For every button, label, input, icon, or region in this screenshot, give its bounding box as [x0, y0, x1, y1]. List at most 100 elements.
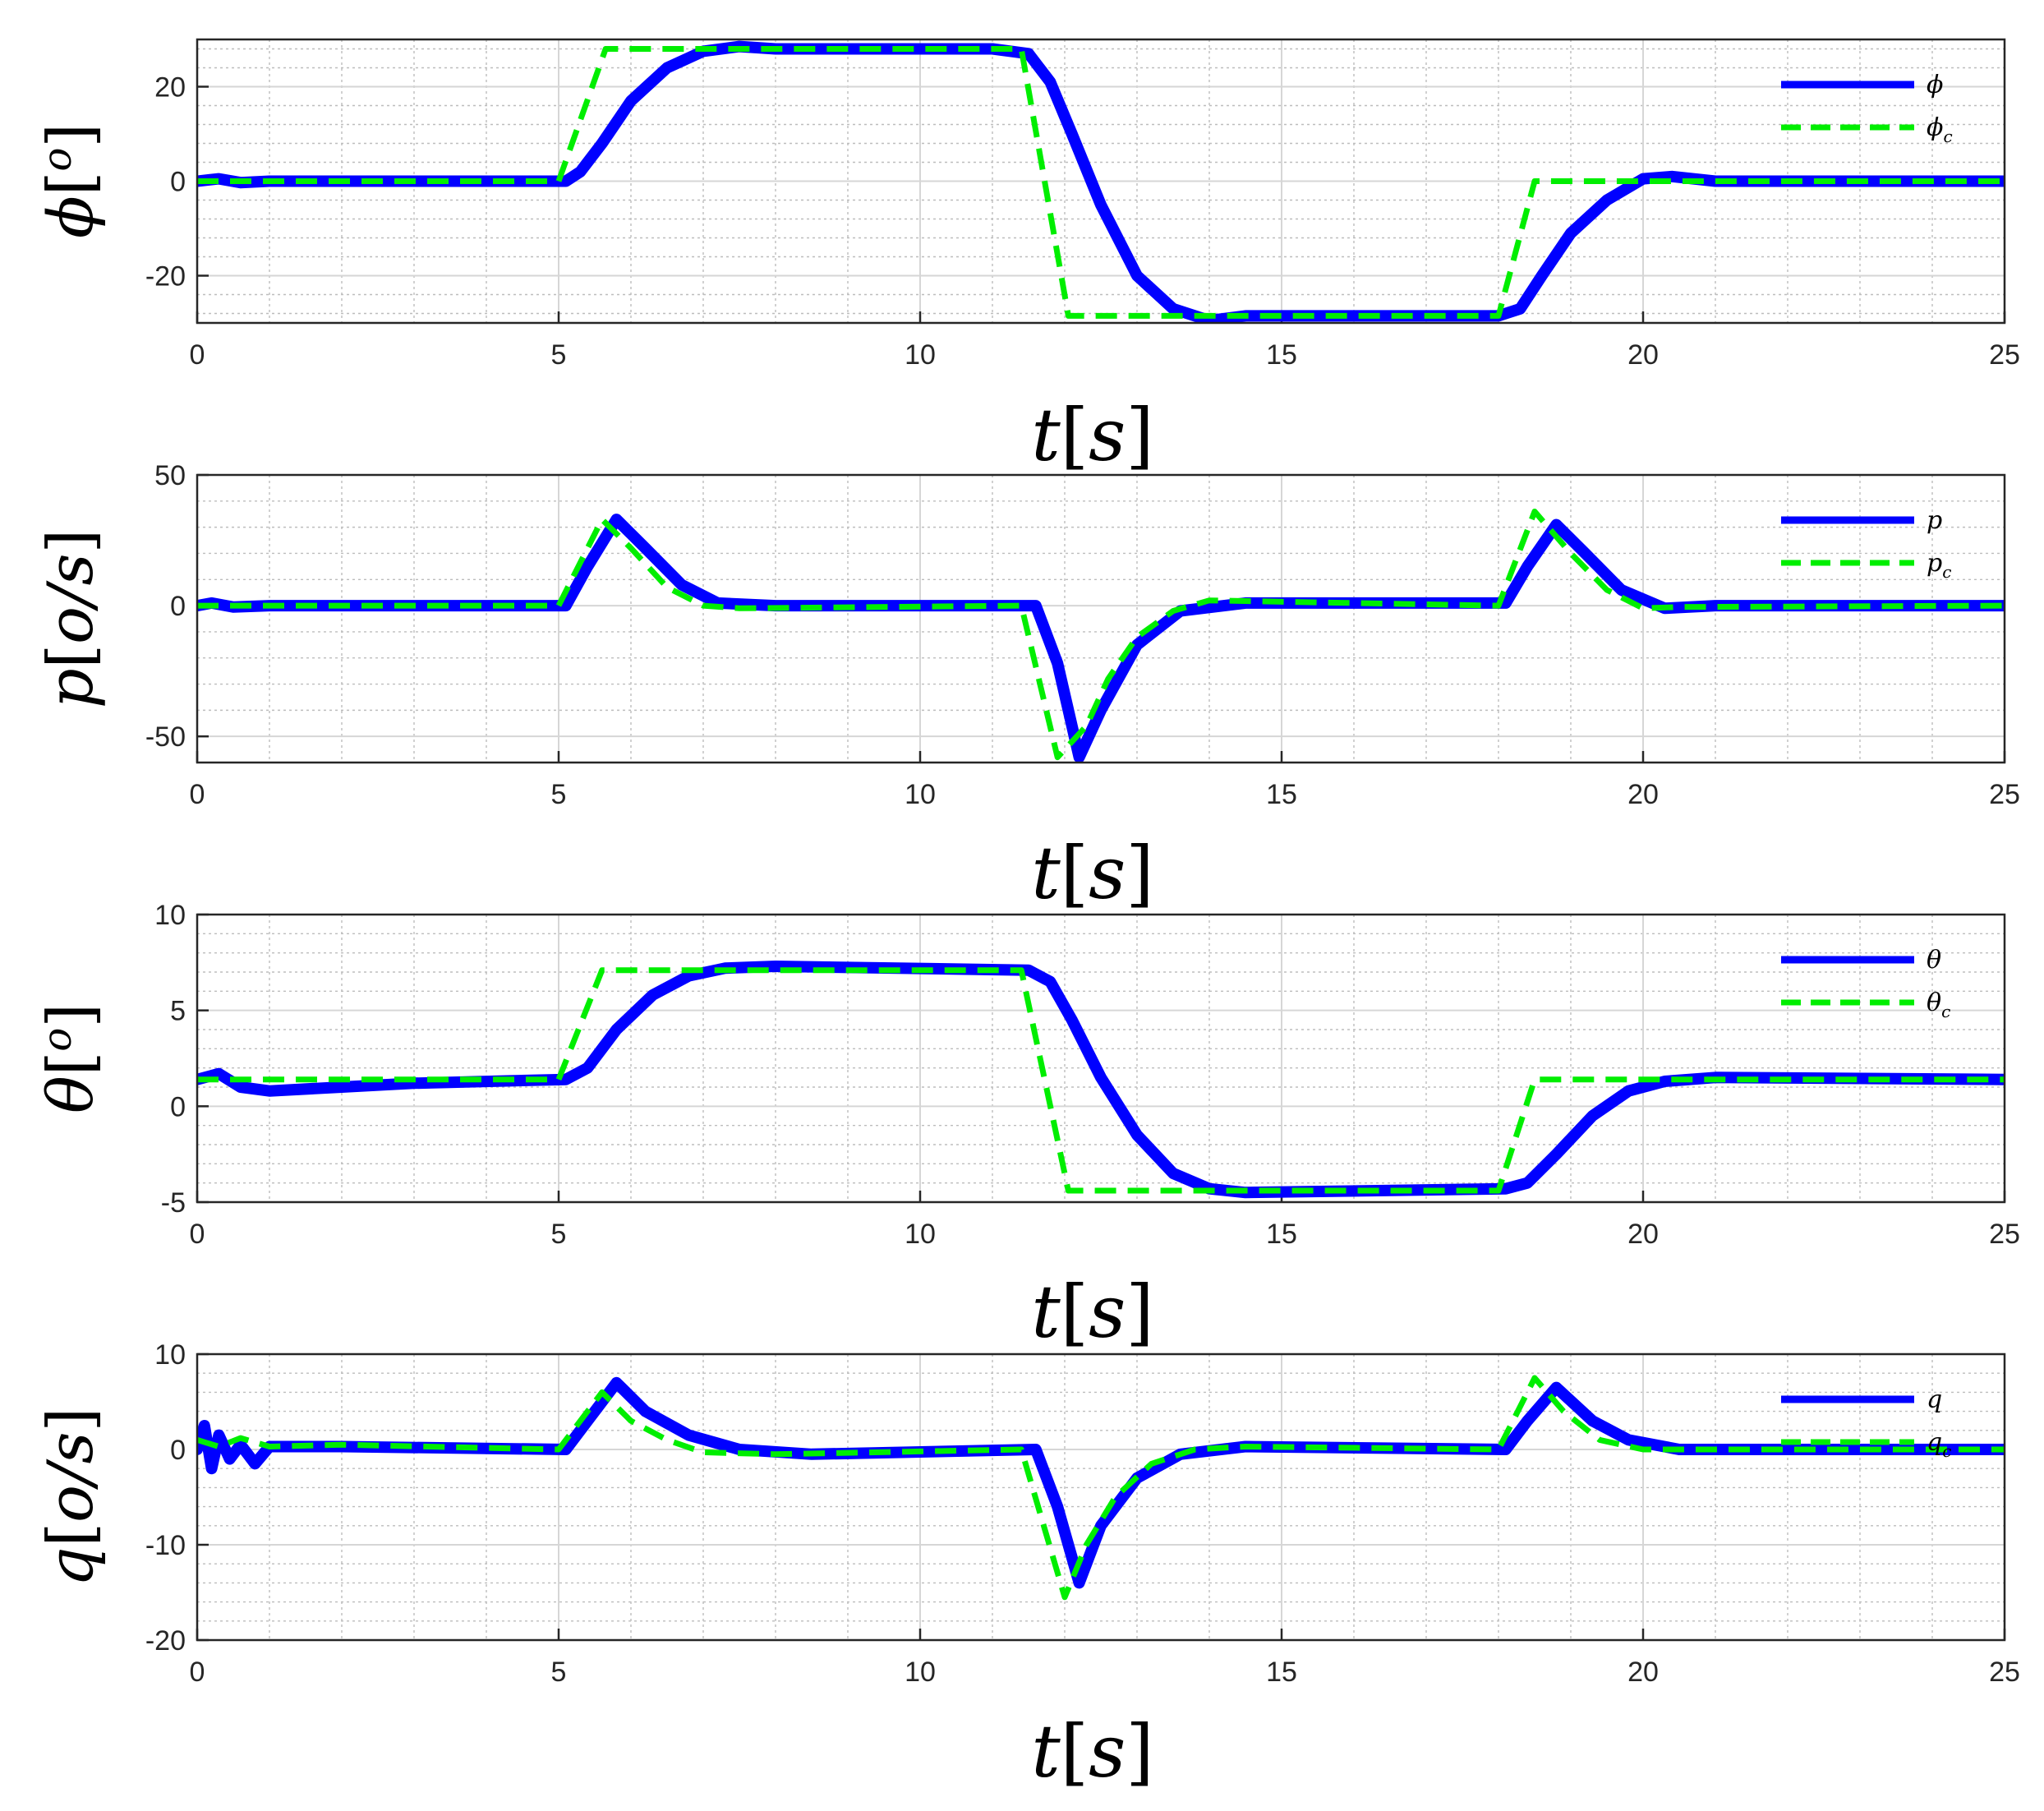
y-axis-label-text: q[o/s] — [34, 1408, 107, 1587]
y-axis-var: ϕ — [34, 196, 107, 238]
legend-label: qc — [1927, 1428, 1951, 1461]
x-tick-label: 15 — [1266, 339, 1297, 371]
legend-label-var: ϕ — [1927, 113, 1943, 142]
x-tick-label: 15 — [1266, 1219, 1297, 1250]
x-axis-label-text: t[s] — [1031, 1270, 1153, 1354]
x-tick-label: 15 — [1266, 779, 1297, 810]
x-axis-label-text: t[s] — [1031, 393, 1153, 477]
x-tick-label: 5 — [551, 339, 567, 371]
legend-label: p — [1927, 506, 1942, 535]
series-line-measured — [197, 40, 2005, 323]
x-axis-var: t — [1031, 831, 1061, 915]
x-axis-label: t[s] — [1031, 393, 1153, 477]
y-tick-label: -10 — [145, 1530, 186, 1561]
x-axis-var: t — [1031, 1270, 1061, 1354]
y-axis-unit: o/s — [34, 1431, 107, 1522]
x-tick-label: 10 — [905, 1219, 936, 1250]
x-tick-label: 0 — [190, 779, 205, 810]
x-tick-label: 15 — [1266, 1657, 1297, 1688]
y-axis-label: q[o/s] — [34, 1408, 107, 1587]
x-axis-unit: s — [1089, 831, 1126, 915]
x-tick-label: 25 — [1989, 1657, 2020, 1688]
legend-label-sub: c — [1943, 127, 1952, 146]
legend-label: ϕ — [1927, 71, 1943, 99]
y-axis-var: p — [34, 669, 107, 709]
y-axis-label: θ[o] — [34, 1003, 107, 1113]
y-axis-label-text: ϕ[o] — [34, 123, 107, 238]
x-axis-label: t[s] — [1031, 1709, 1153, 1794]
y-tick-label: -20 — [145, 261, 186, 293]
y-tick-label: -50 — [145, 721, 186, 753]
legend-label-sub: c — [1942, 1441, 1951, 1461]
x-axis-unit: s — [1089, 393, 1126, 477]
x-tick-label: 20 — [1627, 1219, 1659, 1250]
y-axis-label: ϕ[o] — [34, 123, 107, 238]
y-tick-label: -5 — [161, 1187, 186, 1219]
x-axis-var: t — [1031, 393, 1061, 477]
y-tick-label: 0 — [170, 167, 186, 198]
legend-label: θ — [1927, 946, 1941, 975]
plot-frame — [196, 473, 2006, 764]
x-tick-label: 25 — [1989, 339, 2020, 371]
legend-label-var: ϕ — [1927, 71, 1943, 99]
y-axis-unit: o — [35, 148, 81, 172]
x-tick-label: 0 — [190, 1219, 205, 1250]
series-line-command — [197, 1375, 2005, 1601]
series-line-command — [197, 509, 2005, 761]
y-axis-unit: o — [35, 1028, 81, 1052]
y-tick-label: 50 — [154, 460, 186, 491]
series-line-command — [197, 46, 2005, 319]
series-line-command — [197, 967, 2005, 1194]
x-axis-label: t[s] — [1031, 1270, 1153, 1354]
series-line-measured — [197, 961, 2005, 1199]
x-tick-label: 5 — [551, 779, 567, 810]
x-axis-label: t[s] — [1031, 831, 1153, 915]
x-tick-label: 10 — [905, 1657, 936, 1688]
x-tick-label: 25 — [1989, 779, 2020, 810]
y-tick-label: 5 — [170, 996, 186, 1027]
legend-label-var: θ — [1927, 988, 1941, 1017]
x-tick-label: 0 — [190, 339, 205, 371]
legend-label-var: p — [1927, 549, 1942, 578]
y-axis-var: θ — [34, 1076, 107, 1113]
y-tick-label: 20 — [154, 72, 186, 104]
x-axis-unit: s — [1089, 1709, 1126, 1794]
x-tick-label: 20 — [1627, 779, 1659, 810]
x-tick-label: 10 — [905, 779, 936, 810]
x-axis-label-text: t[s] — [1031, 1709, 1153, 1794]
y-tick-label: 10 — [154, 900, 186, 931]
legend-label: pc — [1927, 549, 1951, 582]
x-tick-label: 5 — [551, 1219, 567, 1250]
legend-label-sub: c — [1942, 562, 1951, 582]
x-tick-label: 25 — [1989, 1219, 2020, 1250]
y-axis-label: p[o/s] — [34, 529, 107, 708]
x-axis-unit: s — [1089, 1270, 1126, 1354]
x-tick-label: 10 — [905, 339, 936, 371]
y-tick-label: 0 — [170, 1091, 186, 1122]
y-axis-unit: o/s — [34, 553, 107, 643]
x-axis-var: t — [1031, 1709, 1061, 1794]
x-tick-label: 5 — [551, 1657, 567, 1688]
legend-label-var: q — [1927, 1385, 1942, 1414]
x-axis-label-text: t[s] — [1031, 831, 1153, 915]
series-line-measured — [197, 514, 2005, 763]
legend-label: θc — [1927, 988, 1950, 1021]
legend-label-sub: c — [1941, 1002, 1950, 1021]
y-tick-label: 0 — [170, 1435, 186, 1466]
legend-label: q — [1927, 1385, 1942, 1414]
legend-label-var: p — [1927, 506, 1942, 535]
plot-frame — [196, 38, 2006, 325]
y-tick-label: 10 — [154, 1339, 186, 1371]
x-tick-label: 0 — [190, 1657, 205, 1688]
plot-frame — [196, 913, 2006, 1204]
legend-label-var: q — [1927, 1428, 1942, 1457]
series-line-measured — [197, 1376, 2005, 1589]
y-tick-label: -20 — [145, 1625, 186, 1657]
legend-label: ϕc — [1927, 113, 1953, 146]
x-tick-label: 20 — [1627, 339, 1659, 371]
